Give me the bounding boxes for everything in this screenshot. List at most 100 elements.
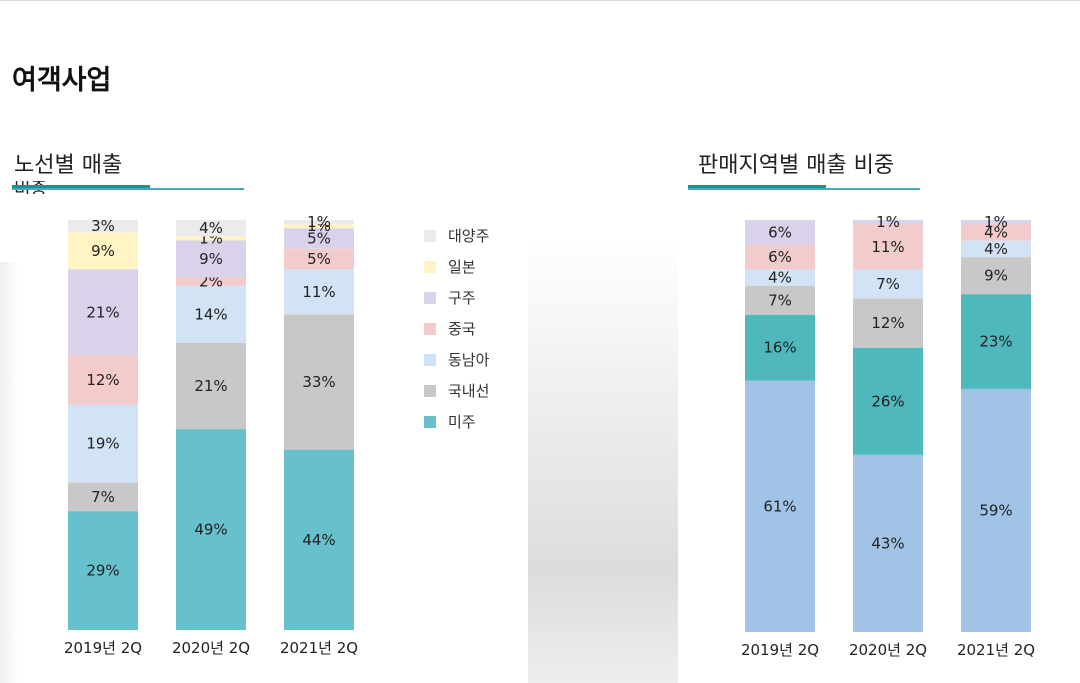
route-chart-x-tick-label: 2019년 2Q	[64, 639, 142, 657]
region-chart-bar-segment-2-0	[745, 285, 815, 315]
route-chart-data-label: 21%	[194, 377, 227, 395]
route-chart-x-tick-label: 2021년 2Q	[280, 639, 358, 657]
route-chart-data-label: 1%	[307, 213, 331, 231]
legend-swatch	[424, 353, 436, 366]
legend-item: 중국	[424, 313, 489, 344]
legend-swatch	[424, 260, 436, 273]
region-chart-bar-segment-6-1	[853, 220, 923, 225]
route-chart-data-label: 33%	[302, 373, 335, 391]
legend-swatch	[424, 415, 436, 428]
region-chart-x-tick-label: 2019년 2Q	[741, 641, 819, 659]
legend-swatch	[424, 291, 436, 304]
region-chart-bar-segment-4-1	[853, 224, 923, 270]
route-chart-data-label: 5%	[307, 229, 331, 247]
region-chart-data-label: 7%	[876, 275, 900, 293]
route-chart-bar-segment-1-2	[284, 314, 354, 450]
left-title-underline-accent	[12, 185, 150, 189]
region-chart-data-label: 6%	[768, 248, 792, 266]
region-chart-data-label: 61%	[763, 497, 796, 515]
legend-label: 대양주	[448, 227, 490, 245]
route-chart-bar-segment-3-2	[284, 248, 354, 270]
left-title-underline	[12, 188, 244, 190]
region-chart-data-label: 4%	[984, 240, 1008, 258]
route-chart-data-label: 19%	[86, 434, 119, 452]
region-chart-data-label: 23%	[979, 333, 1012, 351]
legend-item: 대양주	[424, 220, 489, 251]
legend-swatch	[424, 322, 436, 335]
region-chart-data-label: 11%	[871, 238, 904, 256]
legend-item: 동남아	[424, 344, 489, 375]
region-chart-bar-segment-2-2	[961, 257, 1031, 295]
left-chart-title: 노선별 매출	[14, 153, 123, 178]
route-chart-bar-segment-1-0	[68, 482, 138, 512]
legend-label: 중국	[448, 320, 476, 338]
route-chart-bar-segment-4-2	[284, 228, 354, 249]
legend-label: 구주	[448, 289, 476, 307]
route-chart-data-label: 7%	[91, 488, 115, 506]
route-chart-bar-segment-0-0	[68, 511, 138, 630]
background-mountain-art	[528, 238, 678, 683]
region-chart-data-label: 12%	[871, 314, 904, 332]
route-chart-bar-segment-6-1	[176, 220, 246, 237]
region-chart-bar-segment-6-2	[961, 220, 1031, 225]
route-chart-bar-segment-5-0	[68, 232, 138, 270]
route-chart-bar-segment-4-1	[176, 240, 246, 278]
region-chart-data-label: 16%	[763, 339, 796, 357]
legend-item: 국내선	[424, 375, 489, 406]
route-chart-x-tick-label: 2020년 2Q	[172, 639, 250, 657]
region-chart-data-label: 43%	[871, 534, 904, 552]
region-chart-x-tick-label: 2021년 2Q	[957, 641, 1035, 659]
route-chart-bar-segment-6-0	[68, 220, 138, 233]
region-chart-bar-segment-3-1	[853, 269, 923, 299]
legend-item: 구주	[424, 282, 489, 313]
background-mist	[0, 262, 18, 683]
legend-item: 미주	[424, 406, 489, 437]
route-chart-bar-segment-2-1	[176, 285, 246, 343]
region-chart-data-label: 6%	[768, 223, 792, 241]
region-chart-bar-segment-2-1	[853, 298, 923, 348]
legend-label: 일본	[448, 258, 476, 276]
route-chart-data-label: 11%	[302, 283, 335, 301]
route-chart-bar-segment-6-2	[284, 220, 354, 225]
legend-swatch	[424, 229, 436, 242]
route-chart-bar-segment-0-1	[176, 429, 246, 630]
page-title: 여객사업	[12, 65, 112, 96]
right-chart-title: 판매지역별 매출 비중	[698, 153, 895, 178]
right-title-underline-accent	[688, 185, 826, 189]
route-chart-data-label: 3%	[91, 217, 115, 235]
right-title-underline	[688, 188, 920, 190]
route-chart-bar-segment-2-2	[284, 269, 354, 315]
route-chart-bar-segment-5-1	[176, 236, 246, 241]
region-chart-data-label: 7%	[768, 291, 792, 309]
route-chart-bar-segment-5-2	[284, 224, 354, 229]
region-chart-data-label: 26%	[871, 392, 904, 410]
route-chart-data-label: 21%	[86, 303, 119, 321]
region-chart-bar-segment-4-0	[745, 244, 815, 270]
region-chart-data-label: 1%	[876, 213, 900, 231]
region-chart-bar-segment-3-2	[961, 240, 1031, 258]
legend-label: 국내선	[448, 382, 490, 400]
route-chart-bar-segment-4-0	[68, 269, 138, 356]
region-chart-data-label: 1%	[984, 213, 1008, 231]
route-chart-data-label: 44%	[302, 531, 335, 549]
region-chart-data-label: 9%	[984, 267, 1008, 285]
route-chart-data-label: 14%	[194, 305, 227, 323]
region-chart-bar-segment-0-2	[961, 388, 1031, 632]
route-chart-bar-segment-2-0	[68, 404, 138, 483]
legend-label: 미주	[448, 413, 476, 431]
route-chart-bar-segment-3-0	[68, 355, 138, 405]
region-chart-bar-segment-1-1	[853, 347, 923, 455]
region-chart-data-label: 59%	[979, 501, 1012, 519]
route-chart-data-label: 5%	[307, 250, 331, 268]
region-chart-bar-segment-0-0	[745, 380, 815, 632]
legend-label: 동남아	[448, 351, 490, 369]
top-border	[0, 0, 1080, 1]
route-chart-data-label: 9%	[199, 250, 223, 268]
route-chart-data-label: 4%	[199, 219, 223, 237]
region-chart-data-label: 4%	[984, 223, 1008, 241]
route-chart-data-label: 49%	[194, 521, 227, 539]
route-chart-bar-segment-3-1	[176, 277, 246, 286]
region-chart-bar-segment-1-2	[961, 294, 1031, 389]
